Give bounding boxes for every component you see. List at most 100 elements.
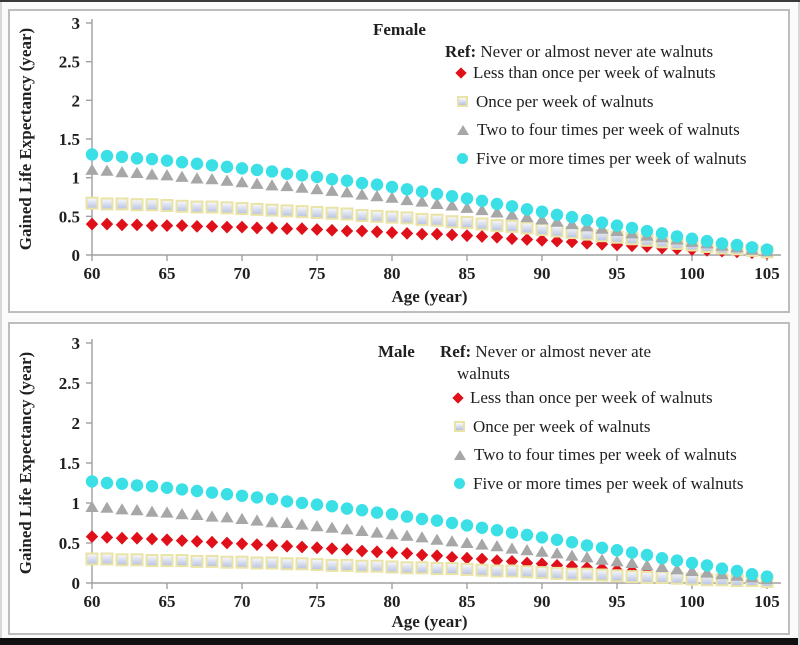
- data-point-diamond: [85, 217, 99, 231]
- data-point-circle: [595, 216, 609, 229]
- male-chart-canvas: 0 0.5 1 1.5 2 2.5 3 60 65 70 75 80 85 90 95 100 105: [59, 334, 781, 611]
- data-point-circle: [505, 526, 519, 539]
- data-point-diamond: [295, 540, 309, 554]
- data-point-square: [100, 552, 114, 566]
- data-point-square: [325, 558, 339, 572]
- data-point-triangle: [355, 188, 369, 200]
- data-point-diamond: [145, 219, 159, 233]
- data-point-triangle: [280, 516, 294, 528]
- data-point-diamond: [205, 535, 219, 549]
- legend-item-two-to-four: Two to four times per week of walnuts: [457, 120, 747, 139]
- ref-text: Never or almost never ate walnuts: [476, 42, 714, 61]
- data-point-square: [520, 565, 534, 579]
- data-point-square: [235, 555, 249, 569]
- data-point-diamond: [400, 226, 414, 240]
- male-legend: Less than once per week of walnuts Once …: [452, 388, 744, 493]
- data-point-triangle: [640, 559, 654, 571]
- data-point-circle: [130, 479, 144, 492]
- data-point-diamond: [85, 530, 99, 543]
- y-tick-label: 0.5: [59, 534, 80, 553]
- data-point-square: [175, 554, 189, 568]
- x-tick-label: 100: [679, 592, 705, 611]
- data-point-diamond: [385, 226, 399, 239]
- data-point-square: [205, 200, 219, 214]
- ref-bold-label: Ref:: [445, 42, 477, 61]
- data-point-triangle: [490, 540, 504, 552]
- data-point-circle: [400, 183, 414, 196]
- x-tick-label: 70: [234, 264, 251, 283]
- data-point-circle: [355, 504, 369, 517]
- data-point-circle: [295, 169, 309, 182]
- data-point-circle: [265, 165, 279, 178]
- data-point-square: [610, 569, 624, 583]
- data-point-square: [175, 199, 189, 213]
- data-point-diamond: [460, 551, 474, 565]
- data-point-triangle: [580, 551, 594, 563]
- data-point-triangle: [400, 529, 414, 541]
- data-point-circle: [625, 221, 639, 235]
- data-point-triangle: [385, 528, 399, 540]
- data-point-square: [205, 554, 219, 568]
- data-point-triangle: [220, 174, 234, 186]
- data-point-circle: [430, 514, 444, 527]
- data-point-square: [430, 562, 444, 576]
- data-point-diamond: [190, 535, 204, 548]
- data-point-triangle: [460, 536, 474, 548]
- data-point-square: [490, 564, 504, 578]
- data-point-triangle: [205, 173, 219, 185]
- data-point-square: [355, 209, 369, 223]
- data-point-square: [265, 556, 279, 570]
- data-point-triangle: [325, 184, 339, 196]
- data-point-square: [490, 219, 504, 233]
- data-point-circle: [190, 484, 204, 498]
- data-point-square: [235, 202, 249, 216]
- y-tick-label: 0: [72, 246, 81, 265]
- data-point-square: [595, 568, 609, 582]
- x-tick-label: 85: [459, 592, 476, 611]
- y-tick-label: 0: [72, 574, 81, 593]
- data-point-square: [580, 567, 594, 581]
- cyan-circle-icon: [454, 478, 465, 489]
- data-point-triangle: [205, 510, 219, 522]
- x-tick-label: 60: [84, 264, 101, 283]
- data-point-triangle: [625, 556, 639, 568]
- ref-bold-label: Ref:: [440, 342, 472, 361]
- data-point-square: [505, 564, 519, 578]
- data-point-triangle: [565, 217, 579, 230]
- x-tick-label: 75: [309, 592, 326, 611]
- data-point-diamond: [400, 547, 414, 560]
- data-point-circle: [745, 241, 759, 254]
- data-point-circle: [205, 159, 219, 172]
- legend-label: Two to four times per week of walnuts: [477, 120, 740, 139]
- data-point-diamond: [100, 217, 114, 231]
- red-diamond-icon: [455, 67, 467, 79]
- data-point-triangle: [535, 213, 549, 225]
- data-point-circle: [325, 173, 339, 186]
- data-point-square: [355, 559, 369, 573]
- data-point-diamond: [505, 232, 519, 246]
- data-point-circle: [730, 564, 744, 578]
- data-point-diamond: [445, 551, 459, 564]
- data-point-square: [625, 570, 639, 584]
- female-chart-canvas: 0 0.5 1 1.5 2 2.5 3 60 65 70 75 80 85 90 95 100 105: [59, 14, 781, 283]
- data-point-circle: [460, 192, 474, 205]
- data-point-diamond: [490, 230, 504, 244]
- data-point-triangle: [370, 526, 384, 538]
- data-point-circle: [610, 544, 624, 557]
- data-point-triangle: [610, 555, 624, 567]
- data-point-square: [190, 554, 204, 568]
- data-point-square: [430, 213, 444, 227]
- y-tick-label: 1: [72, 494, 81, 513]
- data-point-triangle: [325, 521, 339, 533]
- data-point-triangle: [265, 179, 279, 191]
- data-point-circle: [715, 562, 729, 575]
- data-point-circle: [85, 148, 99, 161]
- data-point-circle: [475, 194, 489, 208]
- legend-label: Two to four times per week of walnuts: [474, 445, 737, 464]
- data-point-circle: [550, 208, 564, 221]
- data-point-circle: [490, 197, 504, 211]
- legend-item-once-per-week: Once per week of walnuts: [454, 417, 744, 436]
- data-point-diamond: [550, 234, 564, 248]
- data-point-circle: [175, 156, 189, 169]
- data-point-square: [145, 554, 159, 568]
